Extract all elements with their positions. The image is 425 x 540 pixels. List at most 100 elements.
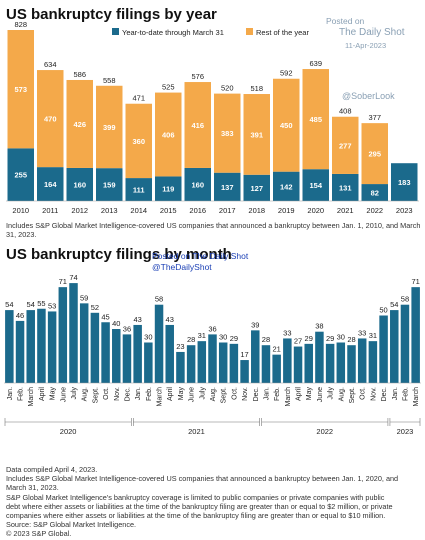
total-value-label: 471 <box>132 94 145 103</box>
rest-of-year-bar <box>66 79 93 168</box>
ytd-bar <box>273 171 300 201</box>
x-tick-label: 2014 <box>130 206 147 215</box>
month-bar <box>390 310 399 383</box>
ytd-bar <box>37 167 64 201</box>
month-value-label: 28 <box>262 335 270 344</box>
month-bar <box>176 351 185 383</box>
month-value-label: 30 <box>219 333 227 342</box>
month-bar <box>5 310 14 383</box>
month-bar <box>165 324 174 383</box>
month-value-label: 29 <box>326 334 334 343</box>
month-tick-label: March <box>28 387 35 407</box>
month-value-label: 28 <box>187 335 195 344</box>
rest-of-year-bar <box>332 116 359 174</box>
watermark-handle-blue: @TheDailyShot <box>152 262 212 272</box>
month-tick-label: July <box>328 387 335 400</box>
ytd-value-label: 137 <box>221 183 234 192</box>
month-tick-label: Oct. <box>231 387 238 400</box>
month-value-label: 58 <box>401 295 409 304</box>
month-value-label: 52 <box>91 303 99 312</box>
month-bar <box>37 308 46 383</box>
ytd-bar <box>96 168 123 201</box>
month-value-label: 71 <box>59 277 67 286</box>
x-tick-label: 2015 <box>160 206 177 215</box>
rest-of-year-value-label: 295 <box>368 150 381 159</box>
month-tick-label: Nov. <box>370 387 377 401</box>
rest-of-year-value-label: 391 <box>250 130 263 139</box>
month-value-label: 45 <box>101 312 109 321</box>
watermark-posted-on: Posted on <box>326 16 365 26</box>
total-value-label: 408 <box>339 107 352 116</box>
ytd-value-label: 119 <box>162 185 174 194</box>
ytd-value-label: 111 <box>133 186 145 195</box>
x-tick-label: 2023 <box>396 206 413 215</box>
watermark-posted-on-blue: Posted on The Daily Shot <box>152 251 249 261</box>
ytd-bar <box>302 169 329 201</box>
month-value-label: 31 <box>369 331 377 340</box>
month-bar <box>411 287 420 383</box>
month-tick-label: June <box>60 387 67 402</box>
month-tick-label: Jan. <box>263 387 270 400</box>
month-value-label: 53 <box>48 301 56 310</box>
month-tick-label: Jan. <box>135 387 142 400</box>
month-value-label: 21 <box>272 345 280 354</box>
rest-of-year-bar <box>302 69 329 170</box>
ytd-value-label: 127 <box>250 184 263 193</box>
month-value-label: 39 <box>251 320 259 329</box>
month-bar <box>251 330 260 383</box>
ytd-bar <box>243 174 270 201</box>
rest-of-year-bar <box>7 30 34 149</box>
month-value-label: 36 <box>123 324 131 333</box>
chart2-bars: 54 Jan. 46 Feb. 54 March 55 April 53 May 71 June 74 J… <box>4 273 421 436</box>
rest-of-year-bar <box>214 93 241 173</box>
month-bar <box>304 343 313 383</box>
month-tick-label: Sept. <box>92 387 99 403</box>
footnote-line: debt where either assets or liabilities … <box>6 501 393 511</box>
legend-label-rest: Rest of the year <box>256 28 309 37</box>
month-tick-label: Feb. <box>402 387 409 401</box>
total-value-label: 558 <box>103 76 116 85</box>
footnote-line: companies where either assets or liabili… <box>6 511 386 521</box>
month-tick-label: April <box>167 387 174 401</box>
x-tick-label: 2016 <box>189 206 206 215</box>
total-value-label: 518 <box>250 84 263 93</box>
month-tick-label: June <box>189 387 196 402</box>
chart1-title: US bankruptcy filings by year <box>6 6 217 23</box>
month-bar <box>144 342 153 383</box>
footnote-line: March 31, 2023. <box>6 483 59 493</box>
month-tick-label: Aug. <box>82 387 89 401</box>
watermark-handle: @SoberLook <box>342 91 395 101</box>
ytd-value-label: 160 <box>191 180 204 189</box>
ytd-bar <box>214 172 241 201</box>
month-bar <box>229 343 239 383</box>
rest-of-year-bar <box>96 85 123 169</box>
month-tick-label: Sept. <box>349 387 356 403</box>
x-tick-label: 2017 <box>219 206 236 215</box>
legend-swatch-ytd <box>112 28 119 35</box>
month-tick-label: March <box>413 387 420 407</box>
month-tick-label: Dec. <box>124 387 131 401</box>
month-tick-label: July <box>71 387 78 400</box>
chart1-note: Includes S&P Global Market Intelligence-… <box>6 221 421 240</box>
rest-of-year-value-label: 485 <box>309 115 322 124</box>
x-tick-label: 2019 <box>278 206 295 215</box>
footnote-line: S&P Global Market Intelligence's bankrup… <box>6 492 385 502</box>
month-value-label: 59 <box>80 293 88 302</box>
month-value-label: 28 <box>347 335 355 344</box>
ytd-bar <box>332 173 359 201</box>
month-value-label: 74 <box>69 273 77 282</box>
month-bar <box>283 338 292 383</box>
x-tick-label: 2020 <box>307 206 324 215</box>
month-bar <box>400 304 410 383</box>
month-bar <box>101 322 110 383</box>
x-tick-label: 2010 <box>12 206 29 215</box>
month-tick-label: May <box>50 387 57 401</box>
month-bar <box>112 329 121 383</box>
ytd-value-label: 160 <box>73 180 86 189</box>
ytd-value-label: 255 <box>14 171 27 180</box>
month-bar <box>122 334 132 383</box>
footnote-line: Data compiled April 4, 2023. <box>6 465 98 474</box>
month-value-label: 54 <box>5 300 13 309</box>
month-bar <box>315 331 324 383</box>
rest-of-year-value-label: 399 <box>103 123 116 132</box>
